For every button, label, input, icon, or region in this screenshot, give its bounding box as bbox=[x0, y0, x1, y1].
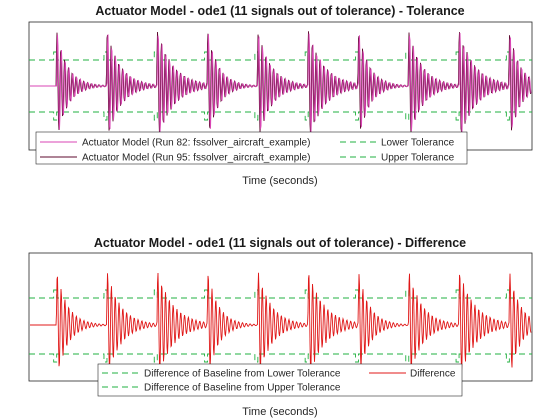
series-line-difference bbox=[30, 272, 532, 372]
legend-label-run82: Actuator Model (Run 82: fssolver_aircraf… bbox=[82, 138, 310, 149]
tolerance-legend-box bbox=[35, 131, 468, 165]
diff-upper-tolerance-line bbox=[29, 289, 532, 299]
difference-legend: Difference of Baseline from Lower Tolera… bbox=[97, 363, 463, 397]
difference-legend-box bbox=[97, 363, 463, 397]
difference-chart: Actuator Model - ode1 (11 signals out of… bbox=[28, 236, 533, 418]
difference-plot-area bbox=[28, 252, 533, 382]
difference-signal-group bbox=[30, 272, 532, 372]
difference-chart-title: Actuator Model - ode1 (11 signals out of… bbox=[94, 236, 466, 250]
diff-lower-tolerance-line bbox=[29, 353, 532, 363]
legend-label-run95: Actuator Model (Run 95: fssolver_aircraf… bbox=[82, 153, 310, 164]
tolerance-chart-xlabel: Time (seconds) bbox=[242, 175, 317, 187]
signal-group bbox=[30, 31, 532, 135]
legend-label-diff-upper: Difference of Baseline from Upper Tolera… bbox=[144, 383, 341, 394]
tolerance-legend: Actuator Model (Run 82: fssolver_aircraf… bbox=[35, 131, 468, 165]
legend-label-upper-tolerance: Upper Tolerance bbox=[381, 153, 455, 164]
legend-label-difference: Difference bbox=[410, 369, 456, 380]
legend-label-diff-lower: Difference of Baseline from Lower Tolera… bbox=[144, 369, 341, 380]
series-line-run82 bbox=[30, 32, 532, 134]
tolerance-chart-title: Actuator Model - ode1 (11 signals out of… bbox=[95, 4, 464, 18]
lower-tolerance-line bbox=[29, 111, 532, 121]
difference-tolerance-group bbox=[29, 289, 532, 363]
legend-label-lower-tolerance: Lower Tolerance bbox=[381, 138, 455, 149]
difference-chart-xlabel: Time (seconds) bbox=[242, 406, 317, 418]
tolerance-chart: Actuator Model - ode1 (11 signals out of… bbox=[28, 4, 533, 187]
